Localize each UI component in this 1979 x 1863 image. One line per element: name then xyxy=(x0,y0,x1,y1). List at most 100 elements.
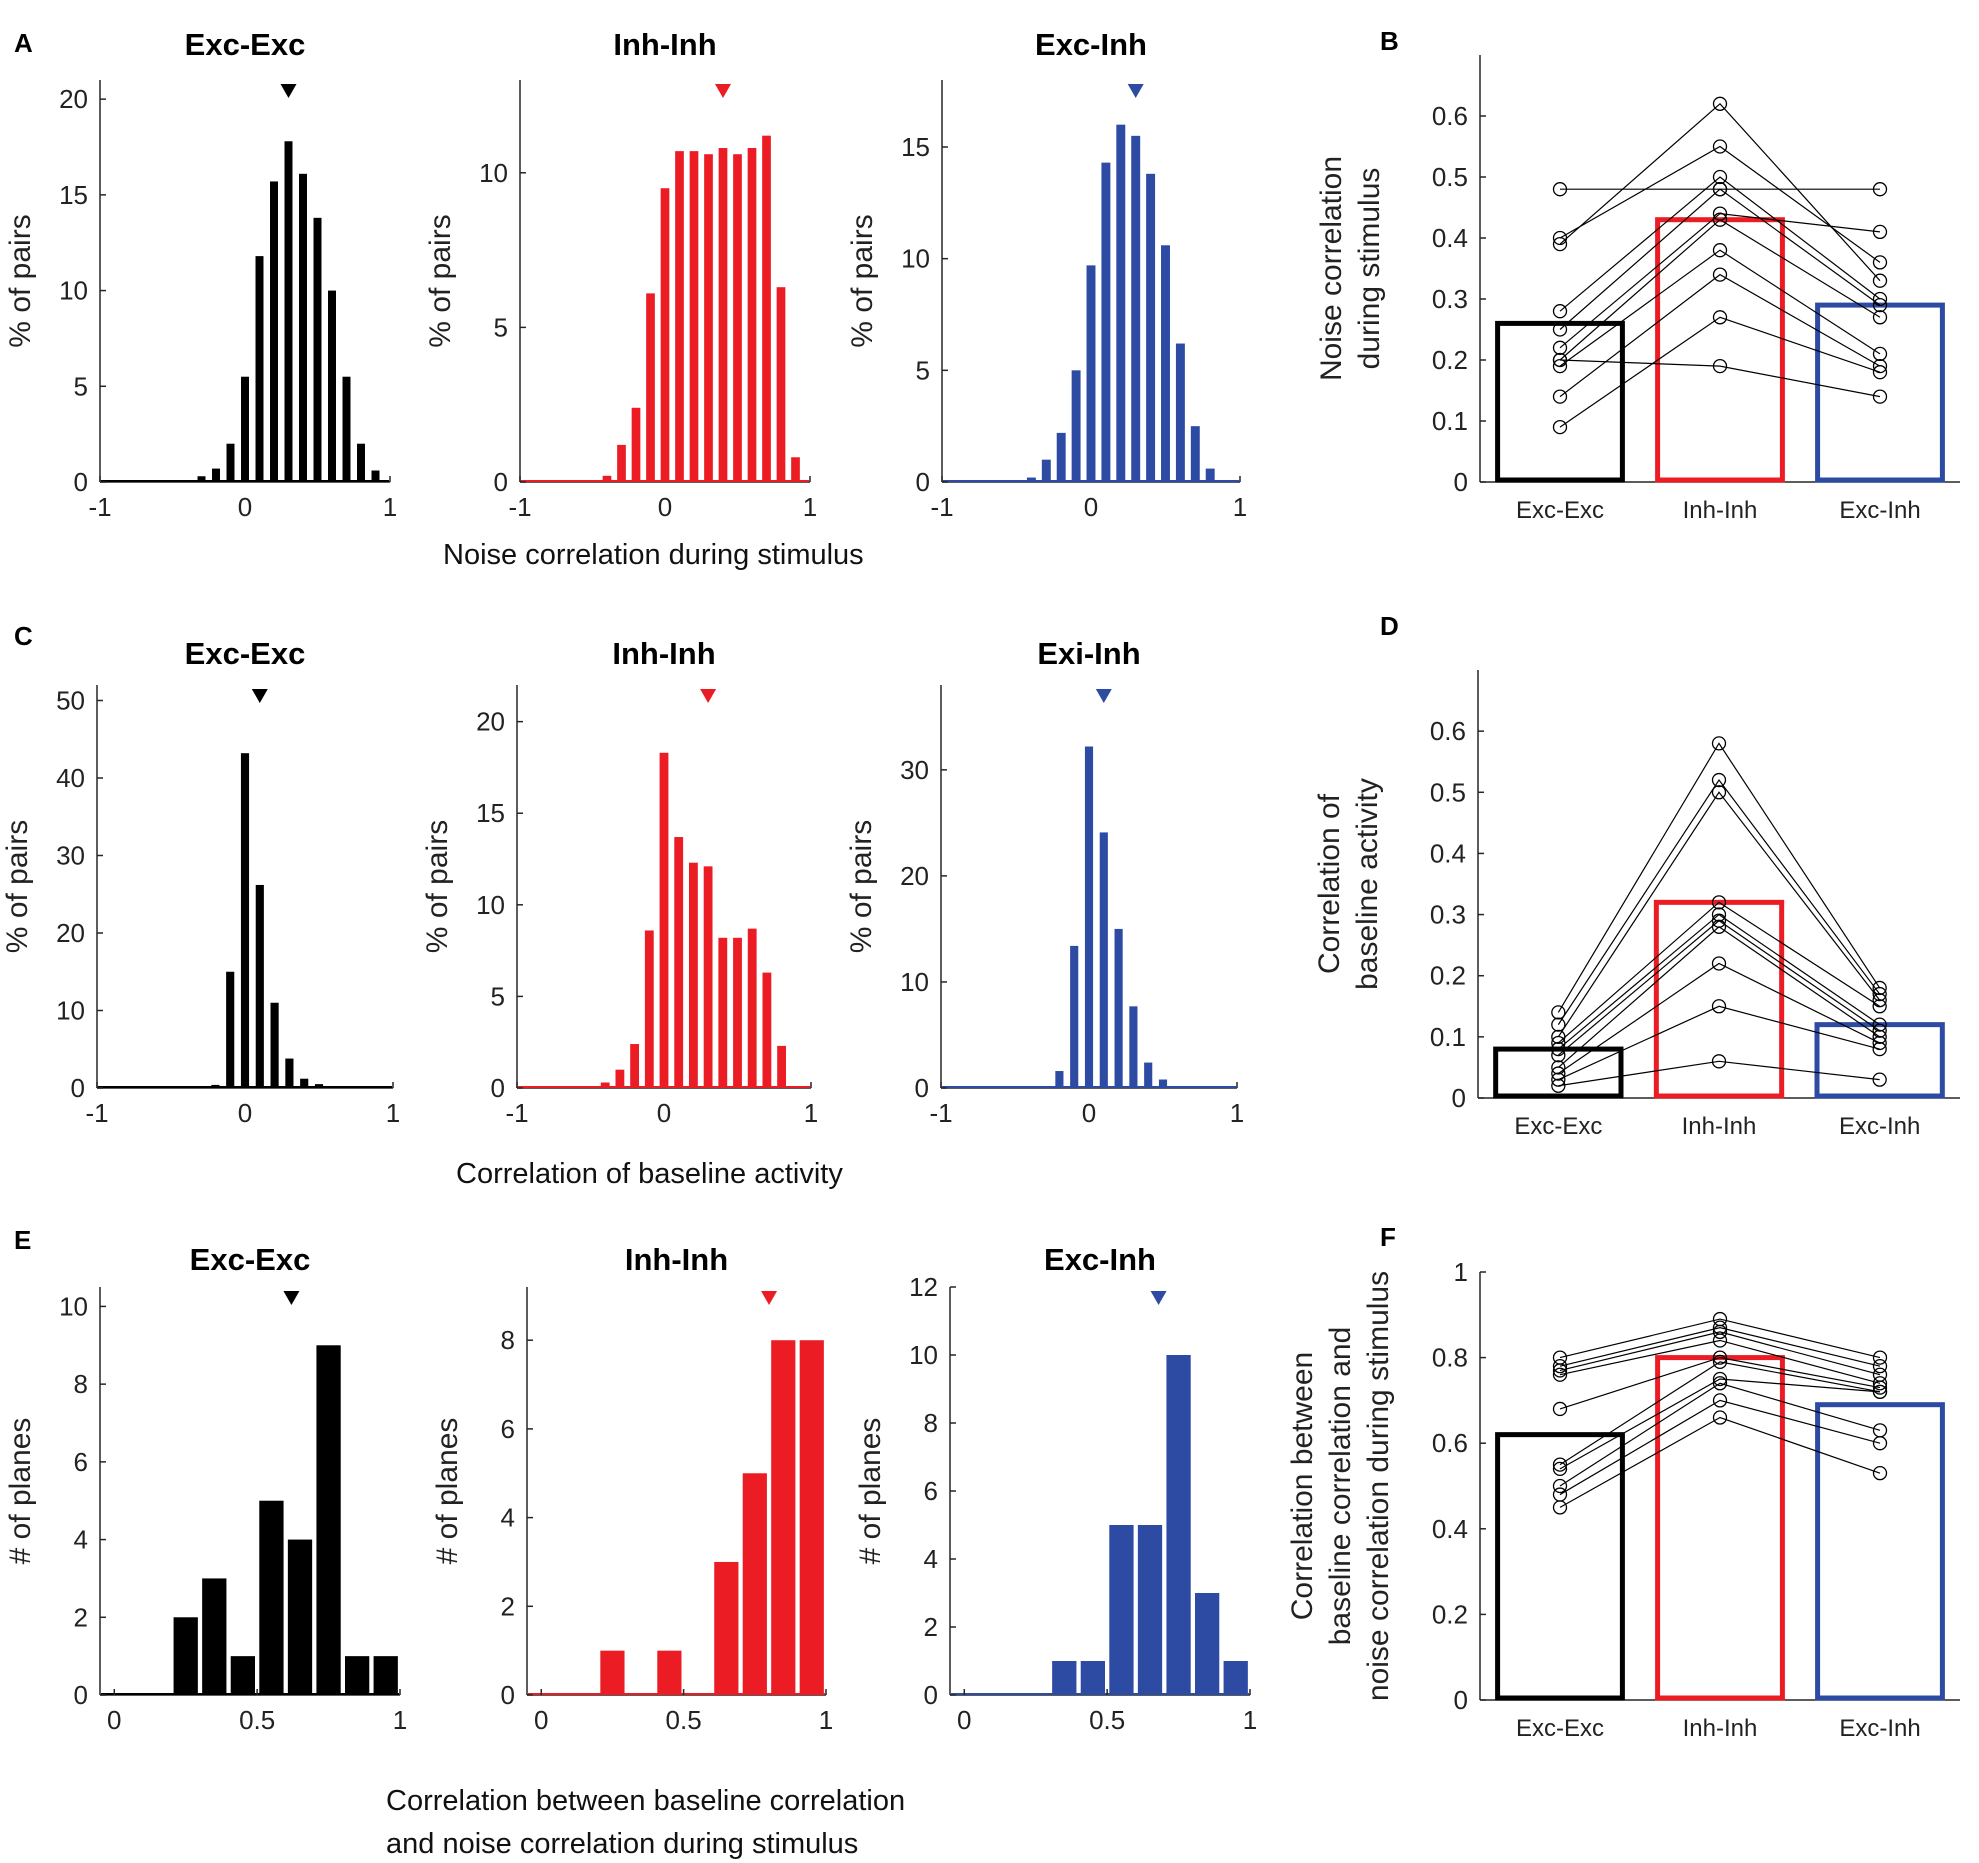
pair-line-b xyxy=(1559,249,1881,367)
title-c1: Exc-Exc xyxy=(185,636,306,671)
ytick-label-a1: 10 xyxy=(59,276,88,306)
pair-point-d xyxy=(1872,1041,1887,1057)
ytick-label-e2: 0 xyxy=(501,1680,515,1710)
mean-bar-f xyxy=(1815,1402,1945,1701)
mean-marker-e1 xyxy=(283,1291,300,1305)
pair-point-f xyxy=(1552,1478,1568,1494)
ytick-label-b: 0.1 xyxy=(1432,406,1468,436)
bar-a1 xyxy=(241,376,249,482)
pair-line-d xyxy=(1558,1005,1880,1081)
pair-point-f xyxy=(1872,1350,1888,1365)
pair-point-d xyxy=(1872,986,1887,1002)
ytick-label-f: 0.6 xyxy=(1432,1428,1468,1458)
title-a3: Exc-Inh xyxy=(1035,27,1147,62)
ytick-label-f: 0.4 xyxy=(1432,1514,1468,1544)
ytick-label-c2: 15 xyxy=(476,798,505,828)
mean-bar-f xyxy=(1495,1432,1625,1701)
pair-point-f xyxy=(1872,1359,1888,1374)
pair-point-d xyxy=(1872,1035,1887,1051)
title-e1: Exc-Exc xyxy=(190,1242,311,1277)
bar-a2 xyxy=(660,188,670,482)
bar-c2 xyxy=(659,752,669,1088)
bar-c1 xyxy=(226,971,235,1088)
ytick-label-c1: 20 xyxy=(56,918,85,948)
bar-a2 xyxy=(747,148,757,482)
row3-xlabel-line2: and noise correlation during stimulus xyxy=(386,1828,858,1860)
pair-line-b xyxy=(1559,359,1881,398)
bar-a3 xyxy=(1056,432,1066,482)
pair-point-d xyxy=(1551,1078,1566,1093)
pair-point-d xyxy=(1872,1029,1887,1045)
ytick-label-f: 0.8 xyxy=(1432,1343,1468,1373)
pair-line-d xyxy=(1557,742,1881,1013)
pair-point-f xyxy=(1712,1393,1728,1408)
bar-a1 xyxy=(342,376,351,482)
bar-c3 xyxy=(1099,832,1108,1088)
ytick-label-b: 0.3 xyxy=(1432,284,1468,314)
bar-c1 xyxy=(211,1084,220,1088)
ytick-label-d: 0.1 xyxy=(1430,1022,1466,1052)
pair-point-b xyxy=(1552,358,1568,374)
pair-point-f xyxy=(1712,1410,1728,1425)
bar-e3 xyxy=(1166,1355,1191,1695)
mean-bar-d xyxy=(1814,1022,1945,1099)
ytick-label-b: 0.2 xyxy=(1432,345,1468,375)
mean-marker-a3 xyxy=(1127,84,1144,98)
ytick-label-a3: 15 xyxy=(901,132,930,162)
ytick-label-e3: 10 xyxy=(909,1340,938,1370)
pair-point-b xyxy=(1552,352,1568,368)
pair-point-b xyxy=(1872,310,1888,325)
pair-point-d xyxy=(1551,1066,1566,1081)
bar-a2 xyxy=(675,151,684,482)
pair-point-b xyxy=(1552,322,1568,337)
ytick-label-e2: 8 xyxy=(501,1325,515,1355)
pair-point-b xyxy=(1552,304,1568,319)
pair-line-f xyxy=(1559,1378,1881,1470)
ylabel-a2: % of pairs xyxy=(424,214,457,347)
ytick-label-c1: 10 xyxy=(56,996,85,1026)
xtick-label-a1: -1 xyxy=(88,492,111,522)
bar-a2 xyxy=(646,293,655,482)
panel-label-b: B xyxy=(1380,26,1399,56)
ytick-label-f: 0 xyxy=(1454,1685,1468,1715)
pair-point-d xyxy=(1711,772,1727,788)
ytick-label-c3: 10 xyxy=(900,967,929,997)
bar-a2 xyxy=(631,407,641,482)
bar-c1 xyxy=(285,1058,294,1088)
ytick-label-d: 0.4 xyxy=(1430,838,1466,868)
pair-line-b xyxy=(1559,176,1881,312)
xtick-label-a3: 1 xyxy=(1233,492,1247,522)
pair-point-f xyxy=(1712,1333,1728,1348)
ylabel-f: baseline correlation and xyxy=(1324,1327,1357,1646)
pair-point-f xyxy=(1552,1401,1568,1417)
ylabel-b: Noise correlation xyxy=(1315,156,1348,381)
ylabel-c3: % of pairs xyxy=(845,820,878,953)
ytick-label-e2: 4 xyxy=(501,1503,515,1533)
mean-bar-f xyxy=(1655,1355,1785,1701)
bar-a1 xyxy=(328,290,336,482)
bar-e2 xyxy=(771,1340,796,1695)
pair-point-b xyxy=(1552,389,1568,404)
pair-point-d xyxy=(1551,1060,1566,1075)
bar-a3 xyxy=(1071,370,1081,482)
title-e2: Inh-Inh xyxy=(625,1242,728,1277)
ylabel-a1: % of pairs xyxy=(4,214,37,347)
bar-a2 xyxy=(704,154,713,482)
pair-point-d xyxy=(1872,1023,1887,1038)
pair-line-b xyxy=(1559,102,1881,282)
pair-line-f xyxy=(1559,1327,1881,1367)
ytick-label-a3: 0 xyxy=(916,467,930,497)
ytick-label-a3: 5 xyxy=(916,355,930,385)
ylabel-b: during stimulus xyxy=(1353,168,1386,370)
mean-bar-b xyxy=(1815,302,1945,483)
pair-point-b xyxy=(1552,419,1568,435)
bar-a1 xyxy=(357,443,365,482)
pair-line-b xyxy=(1559,188,1881,330)
panel-label-c: C xyxy=(14,621,33,651)
xtick-label-e1: 0.5 xyxy=(239,1705,275,1735)
pair-line-d xyxy=(1557,779,1881,1025)
xtick-label-e2: 0.5 xyxy=(666,1705,702,1735)
ylabel-e1: # of planes xyxy=(4,1418,37,1565)
ytick-label-d: 0.2 xyxy=(1430,961,1466,991)
bar-a3 xyxy=(1131,135,1141,483)
